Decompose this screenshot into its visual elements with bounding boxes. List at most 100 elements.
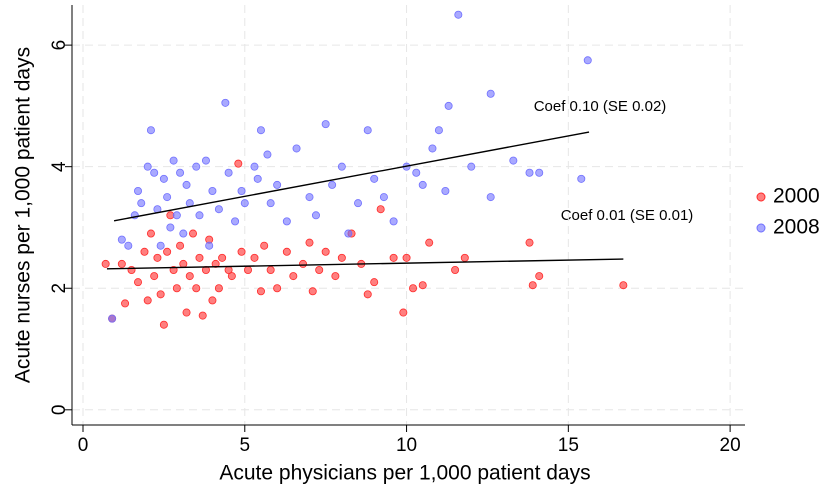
point (321, 247, 330, 256)
point (214, 284, 223, 293)
fit-line (113, 131, 590, 222)
point (156, 290, 165, 299)
point (412, 168, 421, 177)
point (370, 174, 379, 183)
point (418, 281, 427, 290)
point (150, 168, 159, 177)
point (583, 56, 592, 65)
point (311, 211, 320, 220)
point (208, 296, 217, 305)
point (525, 238, 534, 247)
point (434, 126, 443, 135)
point (444, 101, 453, 110)
point (425, 238, 434, 247)
x-tick-label: 0 (78, 435, 89, 456)
point (467, 162, 476, 171)
point (218, 253, 227, 262)
point (282, 247, 291, 256)
point (266, 199, 275, 208)
point (121, 299, 130, 308)
point (189, 229, 198, 238)
point (231, 217, 240, 226)
point (101, 259, 110, 268)
point (486, 89, 495, 98)
point (150, 272, 159, 281)
point (337, 162, 346, 171)
point (159, 320, 168, 329)
point (166, 223, 175, 232)
point (214, 205, 223, 214)
point (535, 168, 544, 177)
point (192, 284, 201, 293)
point (299, 259, 308, 268)
y-tick-label: 2 (49, 283, 70, 294)
point (159, 174, 168, 183)
point (117, 259, 126, 268)
point (256, 126, 265, 135)
point (256, 287, 265, 296)
x-tick-label: 5 (239, 435, 250, 456)
point (253, 174, 262, 183)
point (389, 253, 398, 262)
point (140, 247, 149, 256)
point (292, 144, 301, 153)
x-tick-label: 15 (558, 435, 579, 456)
point (224, 168, 233, 177)
y-axis-title: Acute nurses per 1,000 patient days (12, 47, 35, 383)
point (237, 247, 246, 256)
point (185, 272, 194, 281)
point (169, 156, 178, 165)
point (208, 186, 217, 195)
point (240, 199, 249, 208)
fit-line (106, 258, 624, 270)
point (195, 253, 204, 262)
point (454, 10, 463, 19)
annotation: Coef 0.10 (SE 0.02) (534, 98, 667, 115)
point (124, 241, 133, 250)
point (205, 241, 214, 250)
point (244, 266, 253, 275)
point (201, 156, 210, 165)
x-axis-title: Acute physicians per 1,000 patient days (219, 462, 590, 485)
point (260, 241, 269, 250)
point (619, 281, 628, 290)
point (176, 241, 185, 250)
point (192, 162, 201, 171)
point (273, 180, 282, 189)
point (315, 266, 324, 275)
legend-label: 2000 (773, 185, 820, 208)
point (409, 284, 418, 293)
point (402, 253, 411, 262)
point (344, 229, 353, 238)
x-tick-label: 10 (396, 435, 417, 456)
point (376, 205, 385, 214)
point (266, 266, 275, 275)
point (305, 193, 314, 202)
y-tick-label: 4 (49, 161, 70, 172)
point (308, 287, 317, 296)
point (227, 272, 236, 281)
y-tick-label: 6 (49, 40, 70, 51)
point (156, 241, 165, 250)
point (370, 278, 379, 287)
legend-marker (756, 192, 766, 202)
point (486, 193, 495, 202)
point (172, 211, 181, 220)
point (211, 259, 220, 268)
point (525, 168, 534, 177)
point (328, 180, 337, 189)
point (289, 272, 298, 281)
point (237, 186, 246, 195)
point (195, 211, 204, 220)
point (331, 272, 340, 281)
point (337, 253, 346, 262)
point (250, 253, 259, 262)
point (441, 186, 450, 195)
point (305, 238, 314, 247)
point (182, 308, 191, 317)
point (179, 259, 188, 268)
point (250, 162, 259, 171)
point (428, 144, 437, 153)
point (163, 247, 172, 256)
point (134, 278, 143, 287)
